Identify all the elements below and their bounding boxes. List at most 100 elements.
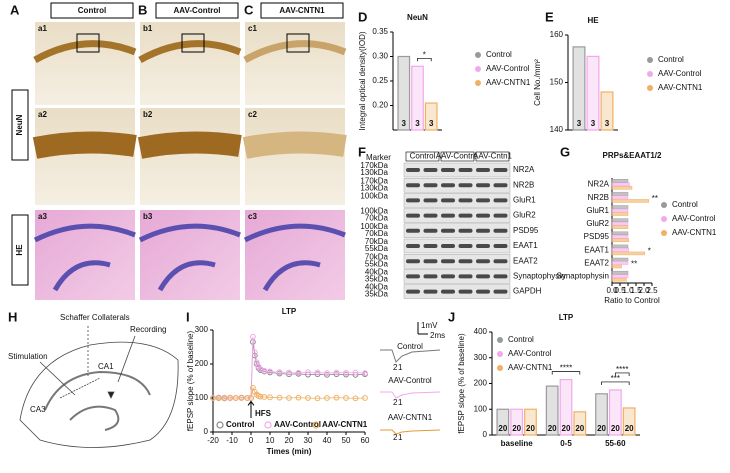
bar xyxy=(611,212,629,216)
bar xyxy=(611,235,629,239)
legend-label: AAV-CNTN1 xyxy=(508,363,553,372)
legend-marker xyxy=(312,421,320,429)
n-label: 20 xyxy=(625,424,634,433)
data-point xyxy=(210,395,216,401)
x-tick-label: 30 xyxy=(304,436,313,445)
bar xyxy=(611,274,629,278)
x-tick-label: 10 xyxy=(266,436,275,445)
y-tick-label: Synaptophysin xyxy=(557,272,609,281)
significance-bracket xyxy=(601,381,630,385)
x-axis-label: Times (min) xyxy=(267,447,312,456)
kda-label: 40kDa xyxy=(365,268,389,277)
sublabel: b3 xyxy=(143,212,153,221)
x-tick-label: 50 xyxy=(342,436,351,445)
legend-label: AAV-Control xyxy=(274,420,321,429)
legend-marker xyxy=(661,216,667,222)
y-axis-label: Integral optical density(IOD) xyxy=(358,31,367,130)
blot-band xyxy=(493,168,508,172)
bar xyxy=(611,186,633,190)
data-point xyxy=(244,395,251,401)
blot-band xyxy=(476,228,490,233)
tissue xyxy=(245,22,345,105)
blot-band xyxy=(458,213,473,218)
data-point xyxy=(215,395,222,402)
bar xyxy=(524,408,537,436)
micrograph xyxy=(32,108,137,205)
bar xyxy=(611,221,629,226)
chart-title: NeuN xyxy=(407,13,428,22)
kda-label: 100kDa xyxy=(360,207,388,216)
bar xyxy=(397,55,411,131)
column-header: AAV-CNTN1 xyxy=(279,6,325,15)
blot-band xyxy=(441,168,455,172)
zoom-box xyxy=(181,33,205,53)
row-label: HE xyxy=(15,244,24,256)
sublabel: c2 xyxy=(248,110,257,119)
data-point xyxy=(227,394,234,401)
panel-letter: I xyxy=(186,309,190,324)
legend-label: AAV-Control xyxy=(672,214,716,223)
data-point xyxy=(333,371,340,378)
kda-label: 130kDa xyxy=(360,183,388,192)
trace-label: AAV-CNTN1 xyxy=(388,413,433,422)
data-point xyxy=(257,393,264,400)
y-tick-label: EAAT2 xyxy=(584,258,609,267)
he-layer xyxy=(157,260,216,292)
bar xyxy=(424,102,438,131)
lane-header-box xyxy=(475,151,510,162)
bar xyxy=(586,55,600,131)
x-tick-label: 0.0 xyxy=(606,286,618,295)
he-layer xyxy=(52,260,111,292)
y-tick-label: 300 xyxy=(474,353,488,362)
blot-band xyxy=(423,198,438,203)
legend-marker xyxy=(475,66,481,72)
panel-letter: J xyxy=(448,309,455,324)
data-point xyxy=(232,395,239,401)
blot-strip xyxy=(403,284,511,299)
blot-band xyxy=(423,289,438,294)
peak-label: 1 xyxy=(398,433,403,442)
data-point xyxy=(352,395,359,402)
bar xyxy=(611,257,629,262)
legend-marker xyxy=(647,57,653,63)
blot-band xyxy=(476,244,490,248)
data-point xyxy=(286,371,292,378)
data-point xyxy=(314,371,321,378)
x-tick-label: 0-5 xyxy=(560,439,572,448)
legend-label: AAV-CNTN1 xyxy=(672,228,717,237)
blot-band xyxy=(441,198,455,203)
zoom-box xyxy=(286,33,310,53)
significance-bracket xyxy=(417,57,432,62)
blot-band xyxy=(441,274,455,279)
sublabel: a2 xyxy=(38,110,47,119)
blot-band xyxy=(406,244,420,248)
blot-band xyxy=(493,183,508,188)
protein-label: GluR2 xyxy=(513,211,536,220)
lane-header-box xyxy=(405,151,440,162)
blot-band xyxy=(493,289,508,294)
bar xyxy=(608,389,622,436)
series-line xyxy=(212,386,366,399)
tissue xyxy=(245,108,345,205)
blot-band xyxy=(458,228,473,233)
diagram-label: Stimulation xyxy=(8,352,48,361)
n-label: 3 xyxy=(415,119,420,128)
blot-band xyxy=(423,228,438,233)
kda-label: 55kDa xyxy=(365,244,389,253)
y-tick-label: 150 xyxy=(550,78,564,87)
legend-label: AAV-CNTN1 xyxy=(658,83,703,92)
blot-band xyxy=(493,228,508,233)
legend-label: Control xyxy=(486,50,512,59)
row-label: NeuN xyxy=(15,114,24,135)
legend-marker xyxy=(647,71,653,77)
y-tick-label: NR2B xyxy=(588,193,609,202)
kda-label: 100kDa xyxy=(360,222,388,231)
blot-band xyxy=(406,274,420,279)
chart-title: LTP xyxy=(282,307,297,316)
significance-label: ** xyxy=(631,260,637,269)
blot-band xyxy=(441,289,455,294)
protein-label: Synaptophysin xyxy=(513,272,565,281)
bar xyxy=(611,179,629,183)
y-tick-label: 200 xyxy=(195,359,209,368)
blot-band xyxy=(406,289,420,294)
